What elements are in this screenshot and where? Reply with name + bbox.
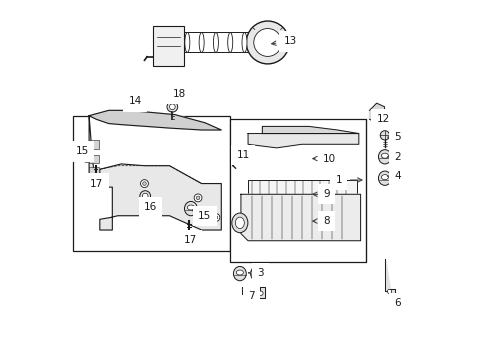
Polygon shape <box>247 134 358 148</box>
Text: 17: 17 <box>183 235 197 245</box>
Ellipse shape <box>381 153 387 158</box>
Polygon shape <box>89 111 221 130</box>
Ellipse shape <box>235 217 244 229</box>
Text: 15: 15 <box>76 147 89 157</box>
Text: 4: 4 <box>387 171 400 181</box>
Bar <box>247 180 356 194</box>
Bar <box>89 155 99 163</box>
Ellipse shape <box>236 270 243 275</box>
Bar <box>89 140 99 149</box>
Text: 17: 17 <box>90 179 103 189</box>
Ellipse shape <box>233 266 246 281</box>
Text: 3: 3 <box>248 268 263 278</box>
Text: 1: 1 <box>335 175 361 185</box>
Ellipse shape <box>242 32 246 53</box>
Bar <box>89 167 99 176</box>
Circle shape <box>212 213 220 221</box>
Text: 10: 10 <box>312 154 336 163</box>
Circle shape <box>196 196 200 200</box>
Ellipse shape <box>253 28 281 57</box>
Circle shape <box>142 182 146 185</box>
Polygon shape <box>262 126 358 134</box>
Text: 18: 18 <box>172 89 185 99</box>
Circle shape <box>96 179 103 187</box>
Circle shape <box>194 194 202 202</box>
Text: 9: 9 <box>312 189 329 199</box>
Text: 2: 2 <box>387 152 400 162</box>
Ellipse shape <box>184 32 189 53</box>
Ellipse shape <box>199 32 203 53</box>
Circle shape <box>258 291 263 296</box>
Polygon shape <box>241 194 360 241</box>
Bar <box>153 26 183 66</box>
Ellipse shape <box>83 152 90 157</box>
Ellipse shape <box>80 148 93 162</box>
Ellipse shape <box>184 202 197 216</box>
Ellipse shape <box>187 205 194 210</box>
Circle shape <box>252 293 256 297</box>
Circle shape <box>98 181 102 185</box>
Text: 6: 6 <box>388 294 400 308</box>
Polygon shape <box>242 287 264 298</box>
Bar <box>73 116 230 251</box>
Text: 12: 12 <box>371 114 389 124</box>
Ellipse shape <box>213 32 218 53</box>
Circle shape <box>380 131 389 140</box>
Circle shape <box>140 180 148 188</box>
Text: 8: 8 <box>312 216 329 226</box>
Text: 11: 11 <box>236 150 249 160</box>
Text: 13: 13 <box>271 36 296 46</box>
Ellipse shape <box>378 150 390 164</box>
Ellipse shape <box>253 270 260 275</box>
Text: 5: 5 <box>387 132 400 142</box>
Text: 14: 14 <box>128 96 142 107</box>
Ellipse shape <box>250 266 263 281</box>
Polygon shape <box>369 103 384 123</box>
Bar <box>230 119 365 262</box>
Circle shape <box>169 104 175 110</box>
Ellipse shape <box>246 21 288 64</box>
Text: 7: 7 <box>242 289 254 301</box>
Text: 15: 15 <box>192 211 211 221</box>
Polygon shape <box>89 116 221 230</box>
Circle shape <box>244 291 248 296</box>
Circle shape <box>386 289 391 294</box>
Text: 16: 16 <box>143 202 157 212</box>
Circle shape <box>166 102 177 112</box>
Circle shape <box>214 216 217 219</box>
Circle shape <box>142 193 148 199</box>
Ellipse shape <box>231 213 247 233</box>
Ellipse shape <box>381 175 387 180</box>
Polygon shape <box>384 258 394 294</box>
Ellipse shape <box>227 32 232 53</box>
Circle shape <box>140 191 150 202</box>
Ellipse shape <box>378 171 390 185</box>
